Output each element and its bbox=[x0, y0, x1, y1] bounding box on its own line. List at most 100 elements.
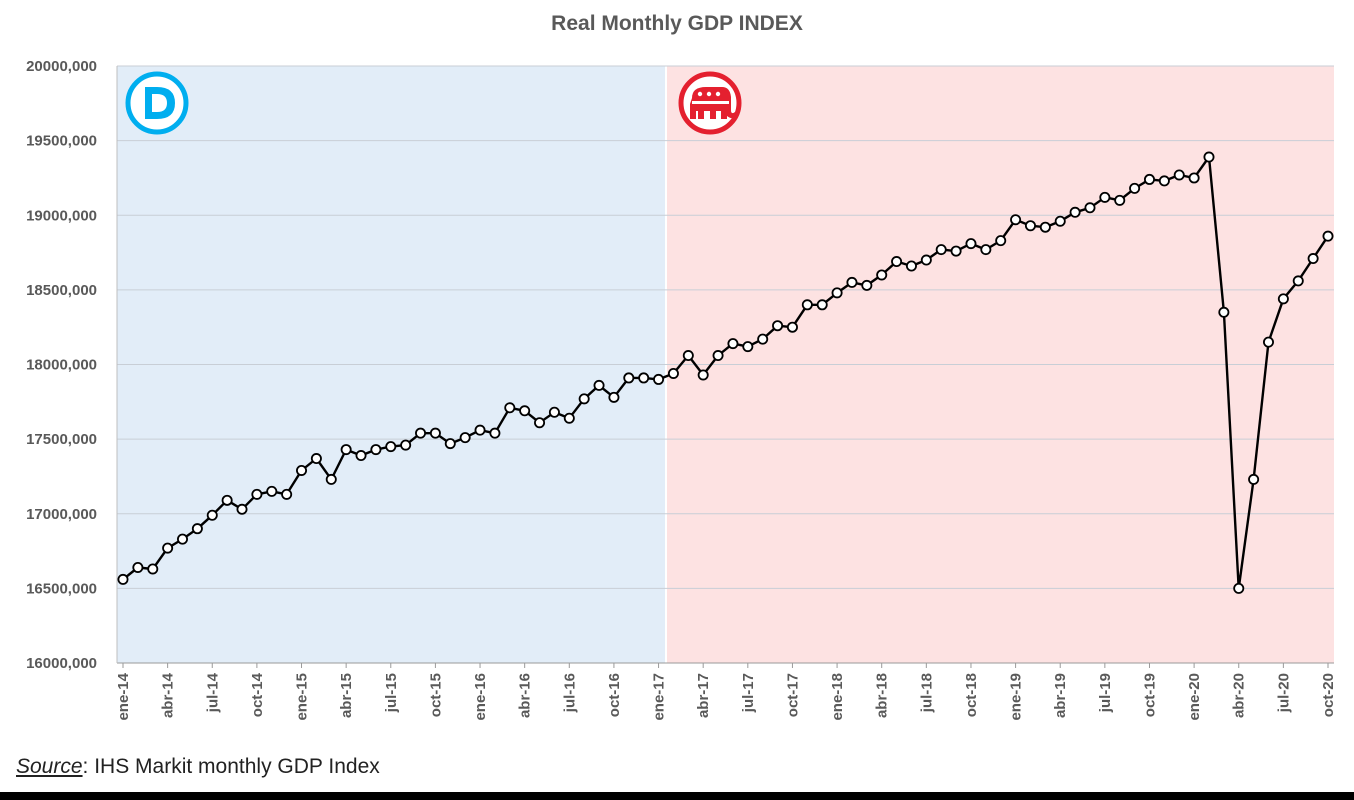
data-point bbox=[831, 287, 843, 299]
x-tick-label: oct-15 bbox=[427, 673, 444, 717]
data-point bbox=[340, 444, 352, 456]
data-point bbox=[236, 503, 248, 515]
data-point bbox=[1158, 175, 1170, 187]
x-tick-label: ene-20 bbox=[1186, 673, 1203, 721]
data-point bbox=[935, 244, 947, 256]
x-tick-label: ene-18 bbox=[829, 673, 846, 721]
data-point bbox=[1188, 172, 1200, 184]
data-point bbox=[623, 372, 635, 384]
x-tick-label: jul-17 bbox=[740, 673, 757, 713]
x-tick-label: oct-20 bbox=[1320, 673, 1337, 717]
data-point bbox=[162, 542, 174, 554]
data-point bbox=[310, 453, 322, 465]
y-tick-label: 20000,000 bbox=[26, 58, 97, 75]
data-point bbox=[712, 350, 724, 362]
x-tick-label: abr-18 bbox=[874, 673, 891, 718]
data-point bbox=[474, 424, 486, 436]
data-point bbox=[578, 393, 590, 405]
data-point bbox=[593, 379, 605, 391]
x-tick-label: abr-17 bbox=[695, 673, 712, 718]
data-points bbox=[117, 151, 1334, 594]
data-point bbox=[459, 432, 471, 444]
x-tick-label: abr-14 bbox=[160, 672, 177, 718]
republican-logo-icon bbox=[678, 71, 742, 135]
data-point bbox=[786, 321, 798, 333]
data-point bbox=[891, 256, 903, 268]
data-point bbox=[385, 441, 397, 453]
data-point bbox=[400, 439, 412, 451]
data-point bbox=[1277, 293, 1289, 305]
x-tick-label: jul-14 bbox=[204, 672, 221, 713]
data-point bbox=[370, 444, 382, 456]
data-point bbox=[995, 235, 1007, 247]
data-point bbox=[1248, 473, 1260, 485]
data-point bbox=[1129, 182, 1141, 194]
data-point bbox=[489, 427, 501, 439]
y-tick-label: 17000,000 bbox=[26, 506, 97, 523]
data-point bbox=[772, 320, 784, 332]
source-label: Source bbox=[16, 755, 83, 778]
data-point bbox=[905, 260, 917, 272]
data-point bbox=[534, 417, 546, 429]
data-point bbox=[266, 485, 278, 497]
data-point bbox=[206, 509, 218, 521]
x-tick-label: jul-15 bbox=[383, 673, 400, 713]
data-point bbox=[1069, 206, 1081, 218]
data-point bbox=[1218, 306, 1230, 318]
data-point bbox=[519, 405, 531, 417]
data-point bbox=[1292, 275, 1304, 287]
data-point bbox=[1262, 336, 1274, 348]
data-point bbox=[1173, 169, 1185, 181]
y-axis: 16000,000 16500,000 17000,000 17500,000 1800… bbox=[26, 58, 97, 672]
data-point bbox=[1114, 194, 1126, 206]
data-point bbox=[563, 412, 575, 424]
x-tick-label: ene-17 bbox=[651, 673, 668, 721]
data-point bbox=[801, 299, 813, 311]
x-tick-label: abr-15 bbox=[338, 673, 355, 718]
data-point bbox=[444, 438, 456, 450]
data-point bbox=[1039, 221, 1051, 233]
data-point bbox=[415, 427, 427, 439]
data-point bbox=[727, 338, 739, 350]
data-point bbox=[117, 573, 129, 585]
series-line bbox=[122, 155, 1329, 590]
data-point bbox=[147, 563, 159, 575]
data-point bbox=[965, 238, 977, 250]
data-point bbox=[697, 369, 709, 381]
data-point bbox=[876, 269, 888, 281]
data-point bbox=[221, 494, 233, 506]
data-point bbox=[1099, 191, 1111, 203]
x-tick-label: ene-14 bbox=[115, 672, 132, 720]
x-tick-label: oct-14 bbox=[249, 672, 266, 717]
data-point bbox=[861, 279, 873, 291]
y-tick-label: 19500,000 bbox=[26, 133, 97, 150]
source-note: Source: IHS Markit monthly GDP Index bbox=[16, 755, 380, 779]
data-point bbox=[846, 276, 858, 288]
data-point bbox=[638, 372, 650, 384]
data-point bbox=[1322, 230, 1334, 242]
data-point bbox=[355, 450, 367, 462]
data-point bbox=[1024, 220, 1036, 232]
x-tick-label: ene-16 bbox=[472, 673, 489, 721]
data-point bbox=[667, 367, 679, 379]
data-point bbox=[132, 561, 144, 573]
x-tick-label: abr-20 bbox=[1231, 673, 1248, 718]
x-tick-label: ene-15 bbox=[294, 673, 311, 721]
data-point bbox=[1203, 151, 1215, 163]
data-point bbox=[816, 299, 828, 311]
data-point bbox=[757, 333, 769, 345]
x-tick-label: oct-17 bbox=[784, 673, 801, 717]
chart-title: Real Monthly GDP INDEX bbox=[551, 12, 803, 35]
data-point bbox=[920, 254, 932, 266]
data-point bbox=[296, 464, 308, 476]
x-axis: ene-14 abr-14 jul-14 oct-14 ene-15 abr-15 jul-… bbox=[115, 663, 1337, 721]
y-tick-label: 19000,000 bbox=[26, 207, 97, 224]
source-text: : IHS Markit monthly GDP Index bbox=[82, 755, 380, 778]
data-point bbox=[1307, 253, 1319, 265]
data-point bbox=[1143, 173, 1155, 185]
data-point bbox=[980, 244, 992, 256]
data-point bbox=[191, 523, 203, 535]
y-tick-label: 18500,000 bbox=[26, 282, 97, 299]
y-tick-label: 18000,000 bbox=[26, 357, 97, 374]
